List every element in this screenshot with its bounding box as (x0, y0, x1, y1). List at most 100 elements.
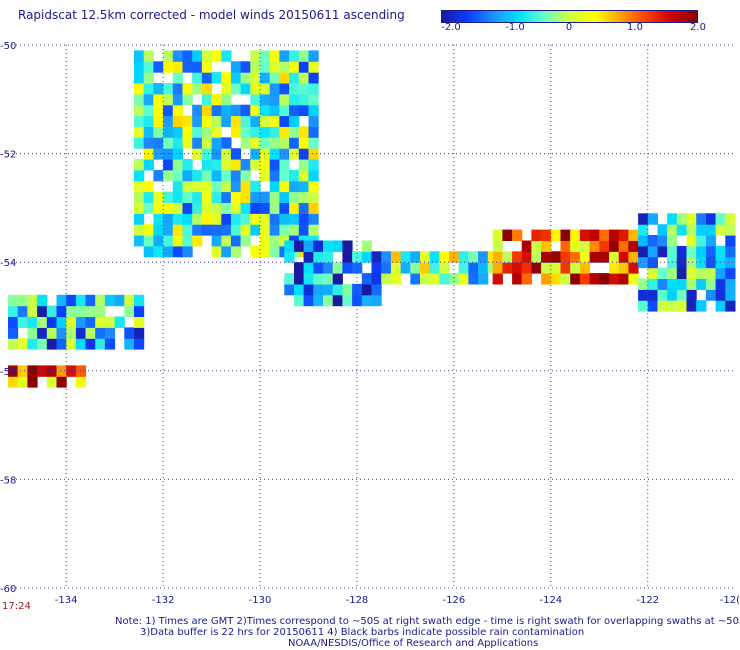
wind-cell (211, 213, 222, 225)
colorbar-labels: -2.0 -1.0 0 1.0 2.0 (430, 22, 720, 36)
wind-cell (153, 148, 164, 160)
wind-cell (240, 213, 251, 225)
wind-cell (294, 294, 305, 307)
wind-cell (27, 327, 38, 339)
wind-cell (143, 191, 154, 203)
wind-cell (705, 224, 717, 236)
wind-cell (17, 338, 28, 350)
wind-cell (143, 83, 154, 95)
wind-cell (269, 180, 280, 193)
wind-cell (332, 294, 343, 307)
wind-cell (163, 169, 174, 182)
wind-cell (66, 294, 77, 307)
x-tick-label: -124 (539, 595, 562, 606)
wind-cell (512, 229, 523, 241)
footnote-line-2: 3)Data buffer is 22 hrs for 20150611 4) … (140, 627, 585, 638)
wind-cell (37, 365, 48, 377)
wind-cell (667, 213, 678, 225)
wind-cell (647, 289, 658, 301)
wind-cell (618, 251, 629, 263)
wind-cell (172, 50, 183, 62)
wind-cell (342, 240, 353, 252)
wind-cell (308, 191, 319, 203)
wind-cell (289, 137, 300, 149)
wind-cell (172, 115, 183, 127)
wind-cell (163, 213, 174, 225)
wind-cell (250, 61, 261, 73)
wind-cell (313, 294, 324, 307)
y-tick-label: -56 (0, 367, 16, 378)
wind-cell (618, 229, 629, 241)
wind-cell (201, 224, 213, 236)
wind-cell (17, 316, 28, 328)
wind-cell (8, 365, 19, 377)
y-tick-label: -58 (0, 475, 16, 486)
wind-cell (134, 137, 145, 149)
wind-cell (478, 262, 489, 274)
wind-cell (134, 305, 145, 317)
wind-cell (124, 327, 135, 339)
wind-cell (250, 126, 261, 138)
wind-cell (17, 365, 28, 377)
colorbar-tick: 1.0 (627, 22, 643, 33)
wind-cell (560, 273, 571, 285)
wind-cell (201, 159, 213, 171)
x-tick-label: -134 (55, 595, 78, 606)
wind-cell (308, 93, 319, 106)
wind-cell (240, 61, 251, 73)
wind-cell (599, 251, 610, 263)
wind-cell (589, 251, 600, 263)
wind-cell (85, 316, 96, 328)
x-tick-label: -132 (152, 595, 175, 606)
wind-cell (715, 213, 726, 225)
wind-cell (715, 278, 726, 290)
wind-cell (269, 137, 280, 149)
wind-cell (163, 50, 174, 62)
wind-cell (657, 289, 668, 301)
wind-cell (361, 251, 372, 263)
wind-cell (492, 240, 503, 252)
wind-cell (260, 72, 271, 84)
wind-cell (192, 50, 203, 62)
wind-cell (153, 169, 164, 182)
wind-cell (313, 262, 324, 274)
wind-cell (46, 338, 57, 350)
wind-cell (303, 273, 314, 285)
wind-cell (342, 294, 353, 307)
wind-cell (172, 148, 183, 160)
wind-cell (163, 191, 174, 203)
wind-cell (550, 273, 561, 285)
colorbar-tick: -2.0 (441, 22, 461, 33)
wind-cell (56, 316, 67, 328)
wind-cell (279, 213, 290, 225)
wind-cell (381, 273, 392, 285)
wind-cell (284, 273, 295, 285)
wind-cell (667, 235, 678, 247)
wind-cell (579, 240, 591, 252)
wind-cell (269, 159, 280, 171)
wind-cell (172, 72, 183, 84)
wind-cell (75, 327, 87, 339)
wind-cell (192, 180, 203, 193)
wind-cell (618, 262, 629, 274)
wind-cell (250, 245, 261, 258)
wind-cell (298, 137, 309, 149)
wind-cell (352, 262, 363, 274)
wind-cell (250, 137, 261, 149)
wind-cell (342, 251, 353, 263)
wind-cell (124, 294, 135, 307)
wind-cell (512, 273, 523, 285)
wind-cell (143, 126, 154, 138)
wind-cell (289, 148, 300, 160)
wind-cell (279, 104, 290, 117)
wind-cell (531, 229, 542, 241)
wind-cell (240, 235, 251, 247)
wind-cell (153, 83, 164, 95)
wind-map-plot: -50 -52 -54 -56 -58 -60 -134 -132 -130 -128 -126 -1… (0, 41, 740, 606)
wind-cell (201, 180, 213, 193)
wind-cell (589, 273, 600, 285)
wind-cell (221, 224, 232, 236)
wind-cell (192, 148, 203, 160)
wind-cell (279, 202, 290, 214)
wind-cell (298, 93, 309, 106)
